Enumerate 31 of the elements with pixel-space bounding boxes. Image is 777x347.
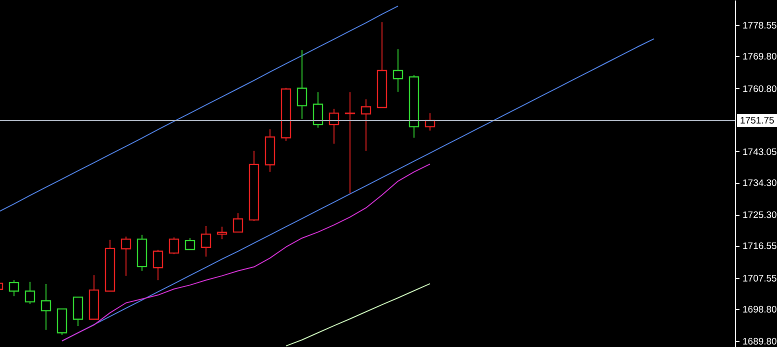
candlestick: [216, 226, 228, 240]
ref-line-label: 1751.75: [740, 115, 774, 126]
candlestick: [120, 236, 132, 276]
candlestick: [344, 92, 356, 194]
y-tick-label: 1689.80: [742, 336, 777, 347]
candlestick: [8, 280, 20, 297]
y-tick-label: 1707.55: [742, 273, 777, 284]
candlestick: [40, 284, 52, 330]
candlestick: [56, 308, 68, 336]
candlestick: [184, 238, 196, 250]
y-tick-label: 1769.80: [742, 52, 777, 63]
candlestick: [360, 98, 372, 152]
candlestick: [24, 281, 36, 304]
candlestick: [168, 236, 180, 255]
y-tick-label: 1716.55: [742, 241, 777, 252]
y-tick-label: 1760.80: [742, 84, 777, 95]
line-series: [62, 164, 430, 342]
candlestick: [232, 212, 244, 233]
y-tick-label: 1698.80: [742, 304, 777, 316]
candlestick: [296, 50, 308, 120]
line-series: [286, 283, 430, 346]
y-tick-label: 1743.05: [742, 146, 777, 158]
candlestick: [200, 225, 212, 258]
candlestick: [72, 296, 84, 326]
candlestick: [312, 92, 324, 128]
candlestick: [392, 48, 404, 92]
candlestick: [152, 249, 164, 281]
candlestick: [328, 108, 340, 144]
y-tick-label: 1734.30: [742, 178, 777, 190]
y-tick-label: 1778.55: [742, 20, 777, 32]
y-tick-label: 1725.30: [742, 210, 777, 222]
